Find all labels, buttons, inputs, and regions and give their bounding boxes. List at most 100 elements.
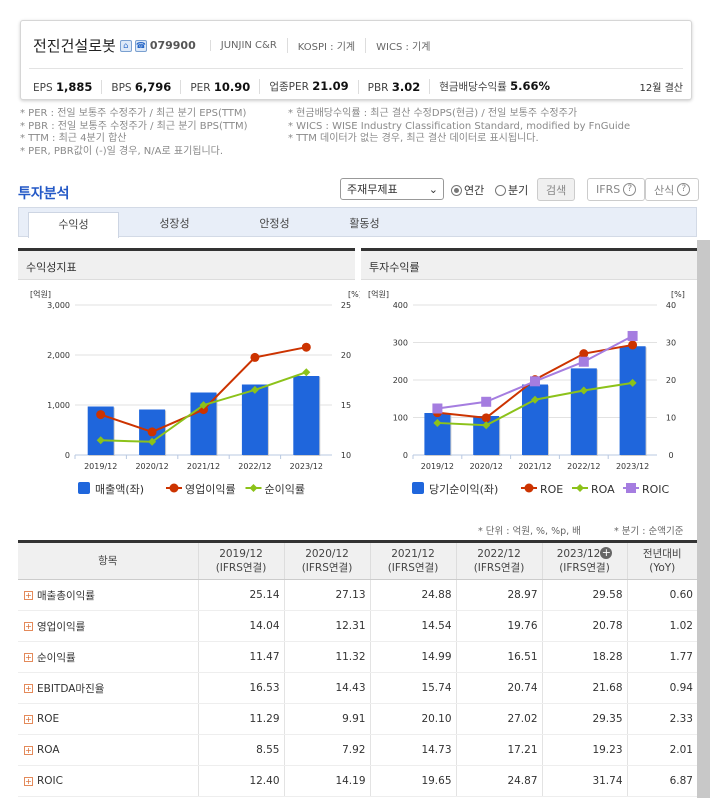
expand-plus-icon[interactable]: + [24, 745, 33, 755]
data-point [627, 330, 638, 341]
right-axis-unit: [%] [671, 290, 685, 299]
stat-label: PER [190, 81, 211, 94]
expand-plus-icon[interactable]: + [24, 653, 33, 662]
cell-text: 14.19 [335, 775, 366, 787]
table-cell: 1.02 [626, 610, 697, 642]
header-line1: 전년대비 [642, 548, 682, 560]
row-label[interactable]: + 매출총이익률 [18, 579, 198, 611]
header-line1: 2021/12 [391, 548, 435, 560]
left-tick-label: 0 [403, 451, 408, 460]
header-line1: 2022/12 [477, 548, 521, 560]
tab-profitability[interactable]: 수익성 [28, 212, 119, 238]
stat-value: 3.02 [391, 79, 421, 94]
tab-stability[interactable]: 안정성 [259, 217, 290, 230]
statement-select[interactable]: 주재무제표 ⌄ [340, 178, 444, 200]
left-tick-label: 1,000 [47, 401, 70, 410]
x-tick-label: 2023/12 [290, 462, 323, 471]
right-tick-label: 40 [666, 301, 676, 310]
cell-text: 27.02 [507, 713, 538, 725]
cell-text: 19.76 [507, 620, 538, 632]
cell-text: ROE [37, 713, 60, 725]
legend-label[interactable]: ROA [591, 483, 615, 496]
right-tick-label: 20 [666, 376, 676, 385]
quarter-radio[interactable]: 분기 [495, 182, 528, 198]
cell-text: 7.92 [342, 744, 366, 756]
note-line: * WICS : WISE Industry Classification St… [288, 120, 631, 132]
scrollbar[interactable] [697, 240, 710, 798]
cell-text: 11.29 [249, 713, 280, 725]
table-row: + 매출총이익률 25.14 27.13 24.88 28.97 29.58 0.60 [18, 579, 697, 611]
right-axis-unit: [%] [348, 290, 360, 299]
row-label[interactable]: + EBITDA마진율 [18, 672, 198, 704]
cell-text: ROIC [37, 775, 63, 787]
right-tick-label: 15 [341, 401, 351, 410]
search-label: 검색 [546, 183, 567, 197]
table-cell: 11.32 [283, 641, 370, 673]
table-row: + 순이익률 11.47 11.32 14.99 16.51 18.28 1.77 [18, 641, 697, 673]
right-tick-label: 10 [666, 414, 676, 423]
expand-plus-icon[interactable]: + [24, 684, 33, 693]
data-point [530, 376, 540, 387]
bar [619, 346, 646, 455]
legend-label[interactable]: 당기순이익(좌) [429, 483, 498, 496]
row-label[interactable]: + 순이익률 [18, 641, 198, 673]
x-tick-label: 2020/12 [135, 462, 168, 471]
legend-marker [626, 483, 636, 493]
stat-value: 5.66% [510, 79, 551, 93]
table-cell: 25.14 [197, 579, 284, 611]
left-axis-unit: [억원] [30, 289, 51, 299]
x-tick-label: 2022/12 [238, 462, 271, 471]
table-cell: 14.99 [369, 641, 456, 673]
row-label[interactable]: + 영업이익률 [18, 610, 198, 642]
cell-text: 17.21 [507, 744, 538, 756]
expand-plus-icon[interactable]: + [600, 546, 613, 559]
data-point [579, 349, 589, 359]
expand-plus-icon[interactable]: + [24, 591, 33, 600]
cell-text: 11.32 [335, 651, 366, 663]
row-label[interactable]: + ROE [18, 703, 198, 735]
expand-plus-icon[interactable]: + [24, 776, 33, 786]
legend-label[interactable]: 매출액(좌) [95, 483, 144, 496]
stat-label: PBR [367, 81, 389, 94]
stat-label: BPS [111, 81, 132, 94]
help-icon: ? [677, 183, 691, 196]
note-line: * TTM : 최근 4분기 합산 [20, 133, 127, 144]
stat-item: 현금배당수익률 5.66% [429, 79, 559, 94]
header-line1: 2023/12 [556, 548, 601, 560]
stat-label: 업종PER [269, 81, 309, 93]
search-button[interactable]: 검색 [537, 178, 576, 201]
data-point [481, 396, 492, 407]
expand-plus-icon[interactable]: + [24, 622, 33, 631]
cell-text: 24.88 [421, 589, 452, 601]
legend-swatch [78, 482, 90, 494]
expand-plus-icon[interactable]: + [24, 714, 33, 724]
legend-label[interactable]: 영업이익률 [185, 483, 236, 496]
header-line1: 2020/12 [305, 548, 349, 560]
header-line2: (IFRS연결) [215, 562, 267, 574]
bar [570, 368, 597, 455]
table-cell: 14.54 [369, 610, 456, 642]
legend-label[interactable]: 순이익률 [265, 483, 305, 496]
table-cell: 19.76 [455, 610, 542, 642]
row-label[interactable]: + ROIC [18, 765, 198, 797]
header-line2: (IFRS연결) [473, 562, 525, 574]
home-icon[interactable]: ⌂ [119, 39, 132, 52]
ifrs-help-button[interactable]: IFRS? [587, 178, 646, 201]
cell-text: 11.47 [249, 651, 280, 663]
tab-growth[interactable]: 성장성 [159, 217, 190, 230]
tab-activity[interactable]: 활동성 [349, 217, 380, 230]
row-label[interactable]: + ROA [18, 734, 198, 766]
annual-radio[interactable]: 연간 [451, 182, 484, 198]
cell-text: 25.14 [249, 589, 280, 601]
table-cell: 29.58 [541, 579, 627, 611]
right-tick-label: 25 [341, 301, 351, 310]
phone-icon[interactable]: ☎ [134, 39, 147, 52]
formula-help-button[interactable]: 산식? [645, 178, 700, 201]
cell-text: 8.55 [256, 744, 280, 756]
data-point [96, 436, 105, 445]
data-point [432, 403, 443, 414]
tab-bar: 수익성 성장성 안정성 활동성 [18, 207, 697, 238]
legend-label[interactable]: ROIC [642, 483, 670, 496]
legend-label[interactable]: ROE [540, 483, 563, 496]
stat-value: 10.90 [213, 79, 251, 94]
